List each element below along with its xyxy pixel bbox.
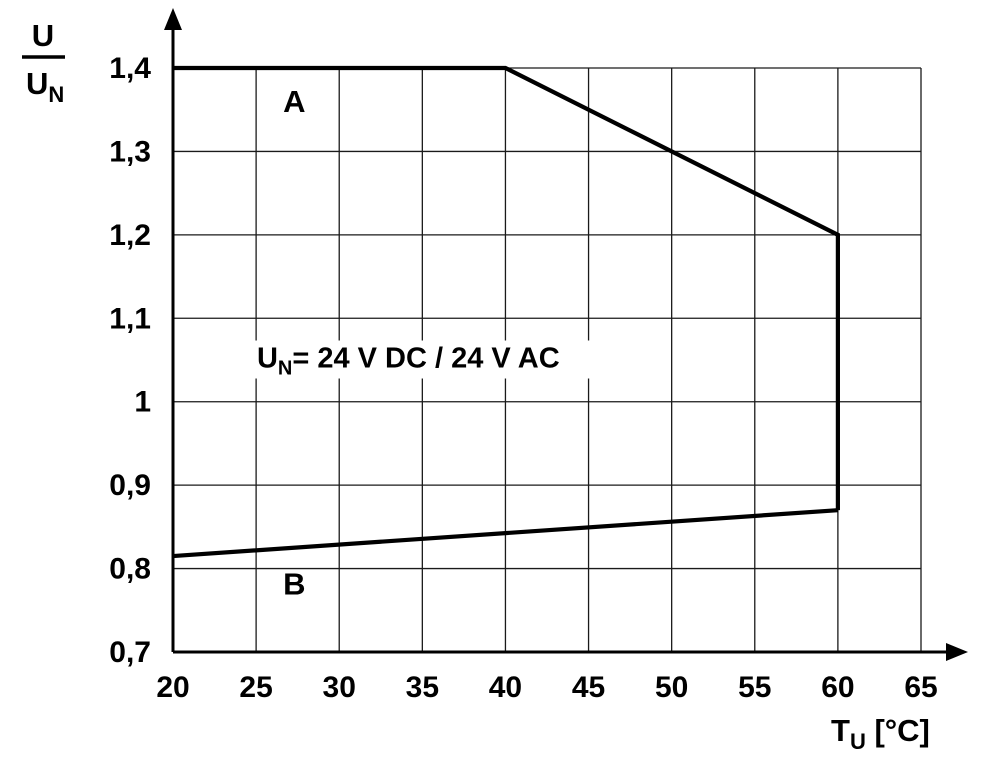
x-tick-label: 55 [738, 671, 771, 704]
y-tick-label: 1,4 [109, 52, 151, 85]
x-tick-label: 40 [489, 671, 522, 704]
y-tick-label: 1,2 [109, 219, 151, 252]
x-axis-title: TU [°C] [831, 713, 930, 754]
x-tick-label: 20 [156, 671, 189, 704]
x-tick-label: 65 [904, 671, 937, 704]
y-axis-arrow [164, 8, 182, 30]
curve-label-b: B [283, 566, 305, 601]
curve-a [173, 65, 840, 511]
nominal-voltage-annotation: UN= 24 V DC / 24 V AC [257, 343, 560, 380]
y-tick-label: 0,9 [109, 469, 151, 502]
x-tick-label: 45 [572, 671, 605, 704]
y-tick-label: 0,8 [109, 553, 151, 586]
annotation-backplate [248, 340, 621, 379]
x-tick-label: 35 [406, 671, 439, 704]
y-axis-title-numerator: U [32, 18, 54, 53]
x-axis-arrow [946, 643, 968, 661]
y-tick-label: 1,1 [109, 302, 151, 335]
x-tick-label: 25 [239, 671, 272, 704]
y-tick-label: 1,3 [109, 135, 151, 168]
x-tick-label: 50 [655, 671, 688, 704]
curve-label-a: A [283, 84, 305, 119]
y-axis-title-denominator: UN [26, 66, 64, 107]
x-tick-label: 30 [323, 671, 356, 704]
y-tick-label: 0,7 [109, 636, 151, 669]
x-tick-label: 60 [821, 671, 854, 704]
y-tick-label: 1 [134, 386, 151, 419]
curve-b [172, 508, 839, 559]
